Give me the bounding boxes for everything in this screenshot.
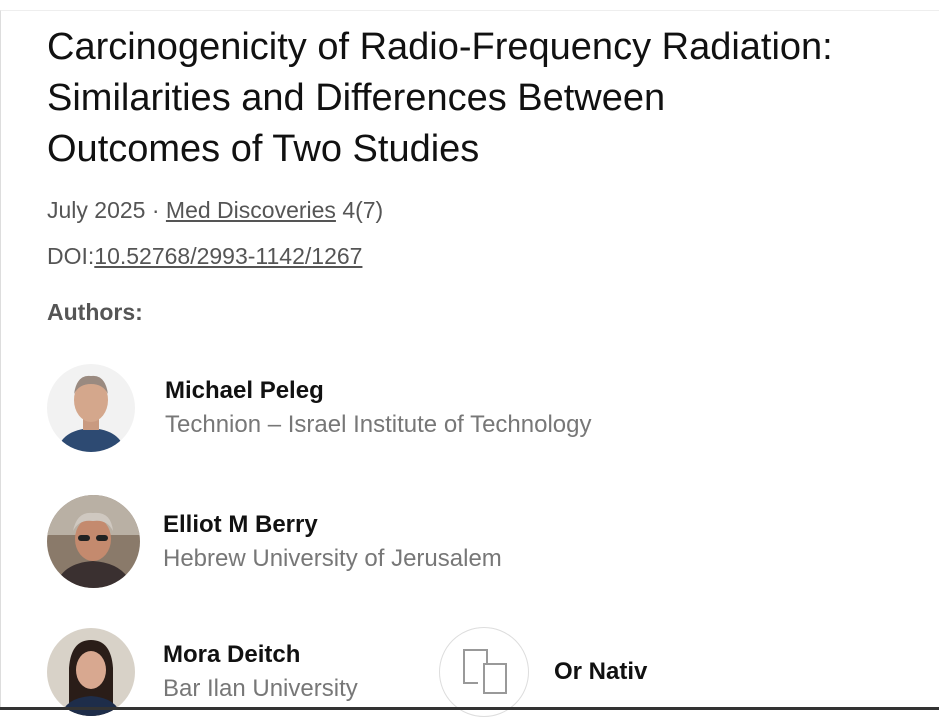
copy-placeholder-icon (462, 648, 507, 694)
journal-link[interactable]: Med Discoveries (165, 197, 336, 223)
separator: · (151, 197, 160, 223)
author-name[interactable]: Michael Peleg (165, 377, 324, 404)
title-line: Similarities and Differences Between (47, 77, 666, 119)
publication-meta: July 2025 · Med Discoveries 4(7) (47, 197, 383, 224)
avatar-placeholder[interactable] (439, 627, 529, 717)
author-item[interactable]: Or Nativ (439, 627, 647, 717)
journal-issue: 4(7) (342, 197, 384, 223)
title-line: Carcinogenicity of Radio-Frequency Radia… (47, 26, 833, 68)
doi-label: DOI: (47, 243, 95, 269)
article-title: Carcinogenicity of Radio-Frequency Radia… (47, 22, 833, 175)
window-bottom-edge (0, 707, 939, 710)
doi-link[interactable]: 10.52768/2993-1142/1267 (94, 243, 363, 269)
avatar[interactable] (47, 364, 135, 452)
author-affiliation: Hebrew University of Jerusalem (163, 544, 502, 572)
page-frame (0, 10, 939, 707)
avatar[interactable] (47, 628, 135, 716)
author-name[interactable]: Or Nativ (554, 658, 648, 685)
author-name[interactable]: Mora Deitch (163, 641, 301, 668)
authors-heading: Authors: (47, 299, 143, 325)
doi-row: DOI:10.52768/2993-1142/1267 (47, 243, 362, 270)
author-item[interactable]: Mora Deitch Bar Ilan University (47, 628, 358, 716)
author-item[interactable]: Elliot M Berry Hebrew University of Jeru… (47, 495, 502, 588)
publication-date: July 2025 (47, 197, 146, 223)
author-affiliation: Bar Ilan University (163, 675, 358, 702)
avatar[interactable] (47, 495, 140, 588)
title-line: Outcomes of Two Studies (47, 128, 480, 170)
author-item[interactable]: Michael Peleg Technion – Israel Institut… (47, 364, 592, 452)
author-name[interactable]: Elliot M Berry (163, 510, 318, 538)
author-affiliation: Technion – Israel Institute of Technolog… (165, 411, 592, 438)
